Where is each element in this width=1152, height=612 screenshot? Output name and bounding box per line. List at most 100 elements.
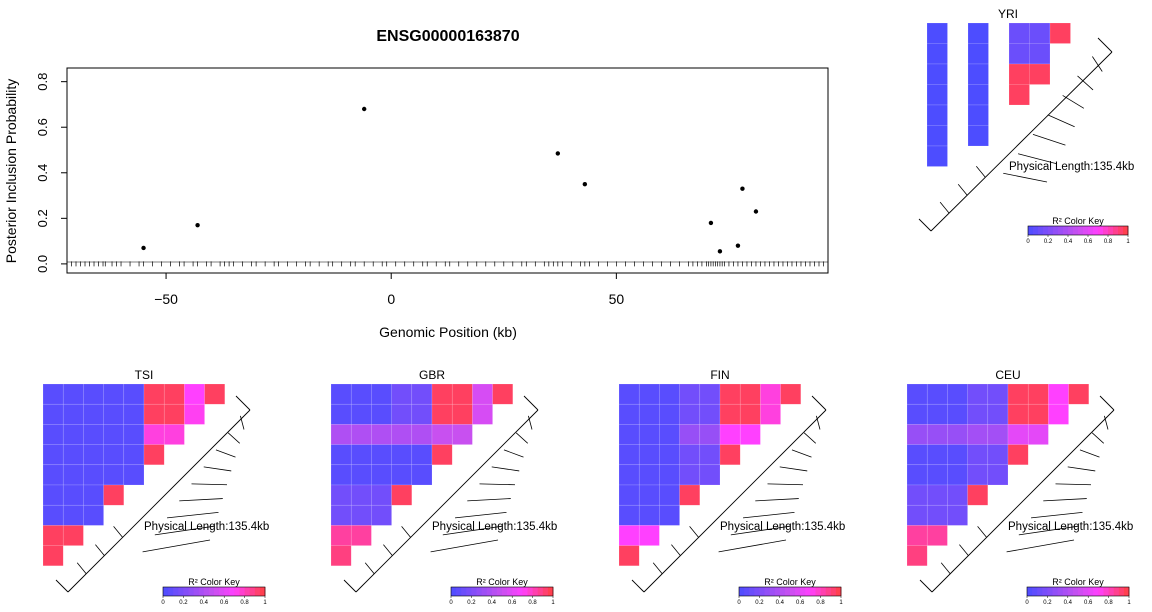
ld-cell — [926, 22, 948, 44]
snp-connector-line — [76, 562, 87, 575]
ld-cell — [618, 484, 640, 506]
x-tick-label: 50 — [609, 291, 625, 307]
ld-cell — [1048, 383, 1069, 405]
triangle-edge — [811, 395, 827, 411]
ld-cell — [42, 484, 64, 506]
color-key-tick-label: 1 — [263, 600, 267, 606]
ld-cell — [42, 525, 64, 546]
color-key-swatch — [229, 587, 235, 596]
ld-cell — [62, 383, 84, 405]
ld-cell — [1027, 424, 1049, 445]
color-key-tick-label: 0.4 — [1064, 600, 1073, 606]
ld-cell — [618, 444, 640, 466]
ld-cell — [411, 444, 433, 466]
ld-cell — [699, 444, 721, 466]
snp-connector-line — [1032, 133, 1066, 146]
color-key-swatch — [203, 587, 210, 596]
color-key-swatch — [1088, 587, 1094, 596]
ld-cell — [411, 424, 433, 445]
ld-cell — [618, 545, 640, 567]
pip-point — [708, 220, 714, 226]
pip-point — [141, 245, 146, 251]
snp-connector-line — [743, 511, 795, 519]
ld-cell — [391, 464, 413, 486]
color-key-swatch — [1078, 226, 1084, 235]
ld-cell — [411, 403, 433, 425]
snp-connector-line — [1077, 75, 1094, 91]
pip-point — [753, 209, 759, 214]
snp-connector-line — [142, 539, 211, 553]
ld-cell — [638, 504, 660, 526]
ld-cell — [906, 484, 928, 506]
ld-cell — [431, 403, 453, 425]
color-key-swatch — [249, 587, 256, 596]
ld-cell — [62, 504, 84, 526]
ld-cell — [411, 464, 433, 486]
triangle-edge — [631, 579, 645, 593]
color-key-swatch — [1098, 587, 1104, 596]
color-key-swatch — [1118, 226, 1124, 235]
ld-cell — [659, 424, 680, 445]
ld-cell — [492, 383, 514, 405]
color-key-swatch — [810, 587, 816, 596]
triangle-edge — [919, 579, 933, 593]
ld-cell — [1029, 63, 1051, 85]
ld-cell — [472, 383, 493, 405]
ld-cell — [699, 403, 721, 425]
snp-connector-line — [1104, 415, 1109, 430]
ld-cell — [1007, 444, 1029, 466]
ld-cell — [926, 444, 948, 466]
snp-connector-line — [430, 539, 499, 553]
color-key-swatch — [234, 587, 240, 596]
color-key-swatch — [1113, 226, 1119, 235]
physical-length-fin: Physical Length:135.4kb — [720, 521, 845, 533]
color-key-swatch — [774, 587, 781, 596]
ld-cell — [926, 63, 948, 85]
ld-cell — [103, 383, 125, 405]
color-key-swatch — [1118, 587, 1125, 596]
ld-cell — [103, 484, 125, 506]
r2-color-key-tsi: R² Color Key 0 0.2 0.4 0.6 0.8 1 — [161, 577, 267, 606]
color-key-swatch — [471, 587, 477, 596]
ld-cell — [83, 484, 104, 506]
ld-cell — [926, 484, 948, 506]
x-tick-label: −50 — [154, 291, 178, 307]
color-key-tick-label: 0.6 — [796, 600, 805, 606]
color-key-swatch — [1072, 587, 1079, 596]
ld-cell — [1007, 424, 1029, 445]
ld-cell — [987, 444, 1009, 466]
triangle-edge — [1099, 395, 1115, 411]
ld-cell — [62, 525, 84, 546]
color-key-swatch — [1032, 587, 1038, 596]
color-key-label-fin: R² Color Key — [764, 577, 816, 587]
ld-cell — [350, 484, 372, 506]
snp-connector-line — [401, 526, 411, 538]
color-key-swatch — [1033, 226, 1039, 235]
y-axis-label: Posterior Inclusion Probability — [3, 79, 19, 263]
ld-snp-triangle-ceu — [919, 395, 1115, 593]
ld-cell — [391, 484, 413, 506]
color-key-swatch — [1093, 587, 1099, 596]
ld-heatmap-gbr: GBR Physical Length:135.4kb R² Color Key… — [330, 368, 557, 606]
ld-cell — [967, 464, 989, 486]
color-key-swatch — [1048, 226, 1054, 235]
ld-cell — [184, 403, 205, 425]
color-key-swatch — [537, 587, 544, 596]
ld-cells-tsi — [42, 383, 226, 567]
ld-cell — [719, 383, 741, 405]
ld-cell — [451, 403, 473, 425]
color-key-swatch — [825, 587, 832, 596]
snp-connector-line — [755, 498, 799, 502]
color-key-swatch — [1123, 587, 1130, 596]
color-key-swatch — [1078, 587, 1084, 596]
ld-cell — [1007, 403, 1029, 425]
ld-heatmap-ceu: CEU Physical Length:135.4kb R² Color Key… — [906, 368, 1133, 606]
snp-connector-line — [240, 415, 245, 430]
color-key-swatch — [1063, 226, 1069, 235]
color-key-tick-label: 0.2 — [1043, 600, 1052, 606]
color-key-swatch — [1052, 587, 1058, 596]
ld-cell — [42, 403, 64, 425]
color-key-tick-label: 0 — [161, 600, 165, 606]
color-key-swatch — [1068, 226, 1074, 235]
ld-cell — [1008, 43, 1030, 65]
